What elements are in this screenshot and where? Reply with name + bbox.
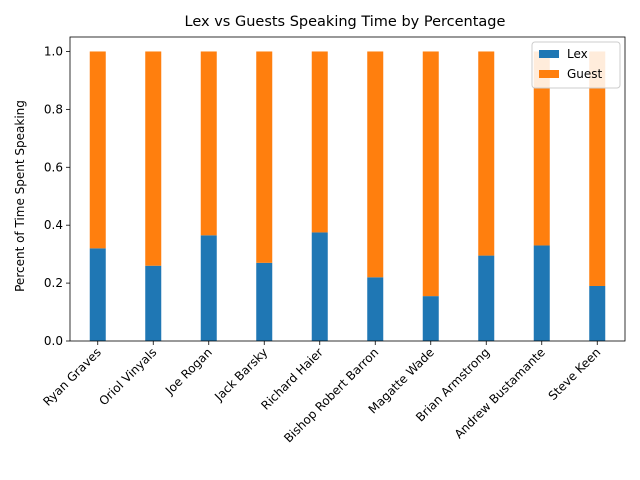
chart-title: Lex vs Guests Speaking Time by Percentag… bbox=[185, 14, 506, 30]
x-tick-label-2: Joe Rogan bbox=[162, 345, 215, 398]
x-tick-label-3: Jack Barsky bbox=[211, 345, 270, 404]
y-tick-label-2: 0.4 bbox=[44, 218, 63, 232]
bar-guest-2 bbox=[200, 51, 217, 236]
bar-lex-0 bbox=[89, 248, 106, 341]
y-tick-label-5: 1.0 bbox=[44, 44, 63, 58]
bar-lex-2 bbox=[200, 235, 217, 341]
bar-lex-3 bbox=[256, 262, 273, 341]
legend-swatch-guest bbox=[539, 70, 559, 78]
bar-lex-4 bbox=[311, 232, 328, 341]
bar-guest-6 bbox=[422, 51, 439, 297]
y-tick-label-1: 0.2 bbox=[44, 276, 63, 290]
y-axis-label: Percent of Time Spent Speaking bbox=[13, 100, 27, 292]
bar-guest-9 bbox=[589, 51, 606, 286]
bar-guest-3 bbox=[256, 51, 273, 263]
bar-guest-4 bbox=[311, 51, 328, 233]
bar-lex-1 bbox=[145, 265, 162, 341]
plot-frame bbox=[69, 36, 626, 342]
x-tick-label-1: Oriol Vinyals bbox=[96, 345, 159, 408]
bar-lex-8 bbox=[533, 245, 550, 341]
legend: Lex Guest bbox=[531, 41, 621, 89]
x-tick-label-0: Ryan Graves bbox=[40, 345, 104, 409]
bars-group bbox=[89, 51, 606, 341]
bar-lex-9 bbox=[589, 285, 606, 341]
bar-lex-5 bbox=[367, 277, 384, 341]
y-tick-label-3: 0.6 bbox=[44, 160, 63, 174]
bar-guest-0 bbox=[89, 51, 106, 249]
bar-guest-7 bbox=[478, 51, 495, 256]
legend-swatch-lex bbox=[539, 50, 559, 58]
legend-label-guest: Guest bbox=[567, 67, 603, 81]
legend-label-lex: Lex bbox=[567, 47, 588, 61]
bar-lex-6 bbox=[422, 296, 439, 341]
y-tick-label-0: 0.0 bbox=[44, 334, 63, 348]
bar-guest-8 bbox=[533, 51, 550, 246]
x-tick-label-8: Andrew Bustamante bbox=[452, 345, 548, 441]
bar-guest-1 bbox=[145, 51, 162, 266]
y-tick-label-4: 0.8 bbox=[44, 102, 63, 116]
bar-lex-7 bbox=[478, 255, 495, 341]
x-tick-label-5: Bishop Robert Barron bbox=[281, 345, 381, 445]
x-tick-label-9: Steve Keen bbox=[546, 345, 604, 403]
bar-guest-5 bbox=[367, 51, 384, 278]
